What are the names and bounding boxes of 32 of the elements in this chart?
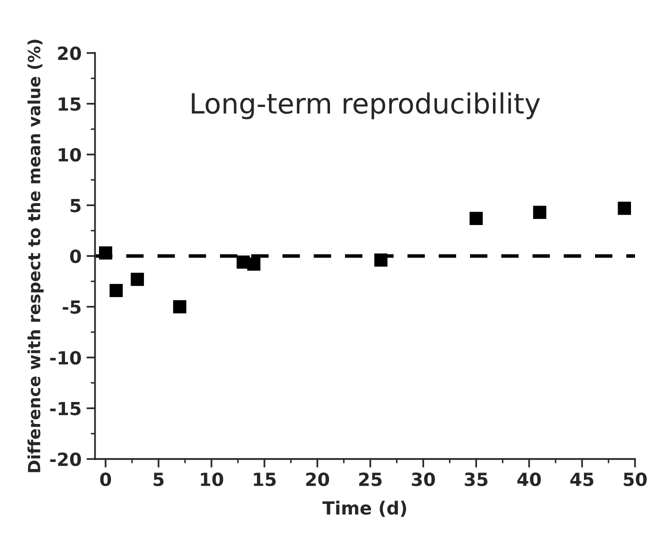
x-tick-label: 45 — [570, 472, 594, 486]
point — [173, 300, 186, 314]
x-tick-label: 40 — [517, 472, 541, 486]
y-tick-label: -5 — [62, 300, 81, 314]
x-tick-label: 5 — [154, 472, 164, 486]
point — [618, 202, 631, 215]
y-tick-label: 20 — [58, 46, 81, 60]
point — [99, 246, 112, 260]
point — [374, 253, 388, 267]
y-axis-title: Difference with respect to the mean value (%) — [28, 40, 44, 472]
x-tick-label: 15 — [254, 472, 276, 486]
y-tick-label: 10 — [58, 148, 81, 162]
x-tick-label: 20 — [306, 472, 330, 486]
x-tick-label: 0 — [100, 472, 112, 486]
x-tick-label: 35 — [464, 472, 488, 486]
point — [533, 206, 546, 219]
point — [130, 272, 144, 286]
y-tick-label: -20 — [50, 452, 81, 466]
point — [110, 284, 123, 298]
y-tick-label: 15 — [58, 97, 81, 111]
text: Long-term reproducibility — [192, 92, 540, 120]
x-axis-title: Time (d) — [322, 500, 406, 517]
y-tick-label: 5 — [70, 198, 81, 212]
point — [470, 212, 483, 226]
y-tick-label: -10 — [50, 350, 81, 365]
point — [247, 258, 260, 271]
y-tick-label: 0 — [70, 249, 81, 264]
y-tick-label: -15 — [50, 402, 81, 416]
x-tick-label: 50 — [624, 472, 647, 486]
x-tick-label: 25 — [359, 472, 382, 486]
x-tick-label: 10 — [200, 472, 224, 486]
x-tick-label: 30 — [412, 472, 435, 486]
